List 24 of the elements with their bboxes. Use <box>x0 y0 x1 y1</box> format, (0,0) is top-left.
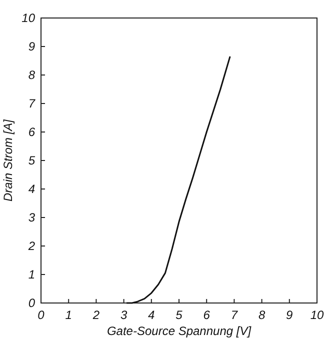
y-tick-label: 2 <box>27 239 36 253</box>
y-tick-label: 10 <box>22 11 36 25</box>
x-tick-label: 0 <box>38 308 45 322</box>
y-tick-label: 9 <box>28 40 36 54</box>
y-tick-label: 5 <box>28 154 36 168</box>
y-tick-label: 3 <box>28 210 36 224</box>
x-tick-label: 1 <box>65 308 72 322</box>
x-axis-title: Gate-Source Spannung [V] <box>106 324 252 338</box>
y-tick-label: 1 <box>28 268 35 282</box>
y-tick-label: 7 <box>28 96 36 110</box>
y-tick-label: 0 <box>28 296 36 310</box>
x-tick-label: 5 <box>176 308 183 322</box>
x-tick-label: 3 <box>120 308 128 322</box>
x-tick-label: 6 <box>203 308 210 322</box>
x-tick-label: 4 <box>148 308 156 322</box>
y-tick-label: 8 <box>28 68 36 82</box>
x-tick-label: 10 <box>310 308 324 322</box>
x-tick-label: 7 <box>230 308 239 322</box>
x-tick-label: 9 <box>286 308 294 322</box>
x-tick-label: 2 <box>92 308 100 322</box>
y-tick-label: 4 <box>28 182 36 196</box>
y-tick-label: 6 <box>28 125 36 139</box>
x-tick-label: 8 <box>258 308 266 322</box>
y-axis-title: Drain Strom [A] <box>1 118 15 202</box>
